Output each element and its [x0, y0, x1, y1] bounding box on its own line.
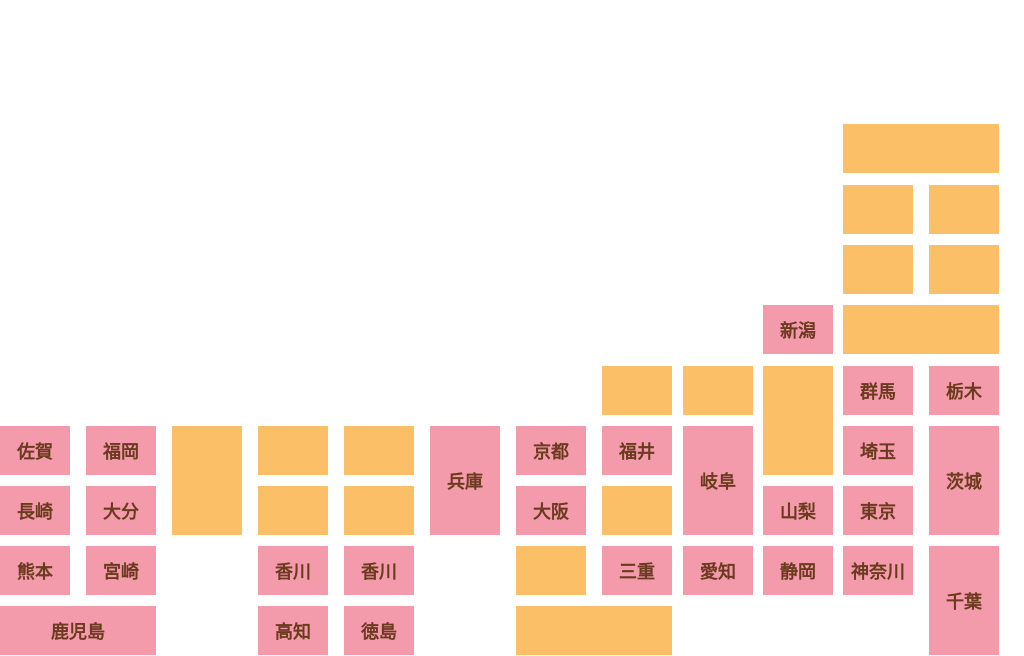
tile-label: 愛知 [700, 561, 736, 583]
tile-label: 香川 [361, 561, 397, 583]
prefecture-tile: 東京 [843, 486, 913, 535]
tile-label: 福岡 [103, 441, 139, 463]
prefecture-tile: 香川 [258, 546, 328, 595]
empty-tile [683, 366, 753, 415]
prefecture-tile: 宮崎 [86, 546, 156, 595]
prefecture-tile: 高知 [258, 606, 328, 655]
prefecture-tile: 長崎 [0, 486, 70, 535]
empty-tile [763, 366, 833, 475]
tile-label: 徳島 [361, 621, 397, 643]
tile-label: 三重 [619, 561, 655, 583]
prefecture-tile: 静岡 [763, 546, 833, 595]
prefecture-tile: 熊本 [0, 546, 70, 595]
empty-tile [258, 486, 328, 535]
empty-tile [602, 366, 672, 415]
empty-tile [602, 486, 672, 535]
empty-tile [516, 546, 586, 595]
tile-label: 東京 [860, 501, 896, 523]
tile-label: 鹿児島 [51, 621, 105, 643]
empty-tile [843, 124, 999, 173]
prefecture-tile: 鹿児島 [0, 606, 156, 655]
tile-label: 高知 [275, 621, 311, 643]
prefecture-tile: 新潟 [763, 305, 833, 354]
empty-tile [258, 426, 328, 475]
prefecture-tile: 千葉 [929, 546, 999, 655]
empty-tile [516, 606, 672, 655]
tile-label: 熊本 [17, 561, 53, 583]
tile-label: 埼玉 [860, 441, 896, 463]
prefecture-tile: 大阪 [516, 486, 586, 535]
tile-label: 大分 [103, 501, 139, 523]
tile-label: 京都 [533, 441, 569, 463]
tile-label: 茨城 [946, 471, 982, 493]
tile-label: 福井 [619, 441, 655, 463]
prefecture-tile: 京都 [516, 426, 586, 475]
prefecture-tile: 三重 [602, 546, 672, 595]
tile-label: 神奈川 [851, 561, 905, 583]
prefecture-tile: 香川 [344, 546, 414, 595]
prefecture-tile: 茨城 [929, 426, 999, 535]
prefecture-tile: 岐阜 [683, 426, 753, 535]
tile-label: 大阪 [533, 501, 569, 523]
tile-label: 千葉 [946, 591, 982, 613]
prefecture-tile: 徳島 [344, 606, 414, 655]
tile-label: 静岡 [780, 561, 816, 583]
prefecture-tile: 福岡 [86, 426, 156, 475]
empty-tile [843, 185, 913, 234]
prefecture-tile: 神奈川 [843, 546, 913, 595]
prefecture-tile: 埼玉 [843, 426, 913, 475]
tile-label: 兵庫 [447, 471, 483, 493]
tile-label: 岐阜 [700, 471, 736, 493]
empty-tile [843, 305, 999, 354]
tile-label: 香川 [275, 561, 311, 583]
empty-tile [172, 426, 242, 535]
tile-label: 栃木 [946, 381, 982, 403]
tile-label: 山梨 [780, 501, 816, 523]
empty-tile [929, 185, 999, 234]
prefecture-tile: 愛知 [683, 546, 753, 595]
prefecture-tile: 栃木 [929, 366, 999, 415]
tile-label: 佐賀 [17, 441, 53, 463]
prefecture-tile: 福井 [602, 426, 672, 475]
prefecture-tile: 大分 [86, 486, 156, 535]
tile-label: 群馬 [860, 381, 896, 403]
tile-label: 宮崎 [103, 561, 139, 583]
prefecture-tile: 群馬 [843, 366, 913, 415]
prefecture-tile: 山梨 [763, 486, 833, 535]
tile-label: 新潟 [780, 320, 816, 342]
prefecture-tile: 佐賀 [0, 426, 70, 475]
empty-tile [929, 245, 999, 294]
prefecture-tile: 兵庫 [430, 426, 500, 535]
empty-tile [344, 486, 414, 535]
empty-tile [344, 426, 414, 475]
empty-tile [843, 245, 913, 294]
tile-label: 長崎 [17, 501, 53, 523]
